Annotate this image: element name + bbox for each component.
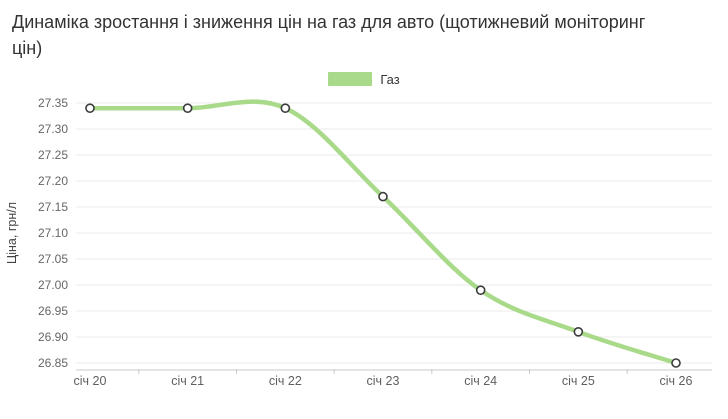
data-point[interactable] [378, 191, 388, 202]
y-tick-label: 27.00 [38, 278, 68, 292]
x-tick-label: січ 23 [367, 374, 400, 388]
x-tick-label: січ 24 [464, 374, 497, 388]
x-tick-label: січ 26 [660, 374, 693, 388]
data-point[interactable] [85, 103, 95, 114]
series-line-gas [87, 99, 679, 366]
x-tick-label: січ 21 [171, 374, 204, 388]
data-point[interactable] [671, 358, 681, 368]
y-tick-label: 27.35 [38, 96, 68, 110]
x-tick-label: січ 20 [74, 374, 107, 388]
y-tick-label: 27.05 [38, 252, 68, 266]
chart-title: Динаміка зростання і зниження цін на газ… [12, 12, 646, 58]
data-point[interactable] [475, 285, 486, 296]
legend-label[interactable]: Газ [380, 71, 400, 87]
data-point[interactable] [182, 103, 193, 114]
price-line-chart: 27.35 27.30 27.25 27.20 27.15 27.10 27.05 27.00… [5, 96, 712, 388]
plot-area: 27.35 27.30 27.25 27.20 27.15 27.10 27.05 27.00… [0, 91, 728, 396]
y-tick-label: 27.25 [38, 148, 68, 162]
y-tick-label: 26.85 [38, 356, 68, 370]
y-tick-label: 27.20 [38, 174, 68, 188]
y-tick-label: 27.10 [38, 226, 68, 240]
x-tick-label: січ 25 [562, 374, 595, 388]
y-tick-label: 26.90 [38, 330, 68, 344]
x-tick-label: січ 22 [269, 374, 302, 388]
data-point[interactable] [280, 103, 291, 114]
y-axis-title: Ціна, грн/л [5, 202, 19, 264]
y-tick-label: 27.30 [38, 122, 68, 136]
data-point[interactable] [573, 327, 584, 337]
y-tick-label: 27.15 [38, 200, 68, 214]
legend-swatch[interactable] [328, 72, 373, 87]
y-tick-label: 26.95 [38, 304, 68, 318]
legend[interactable]: Газ [0, 71, 728, 87]
